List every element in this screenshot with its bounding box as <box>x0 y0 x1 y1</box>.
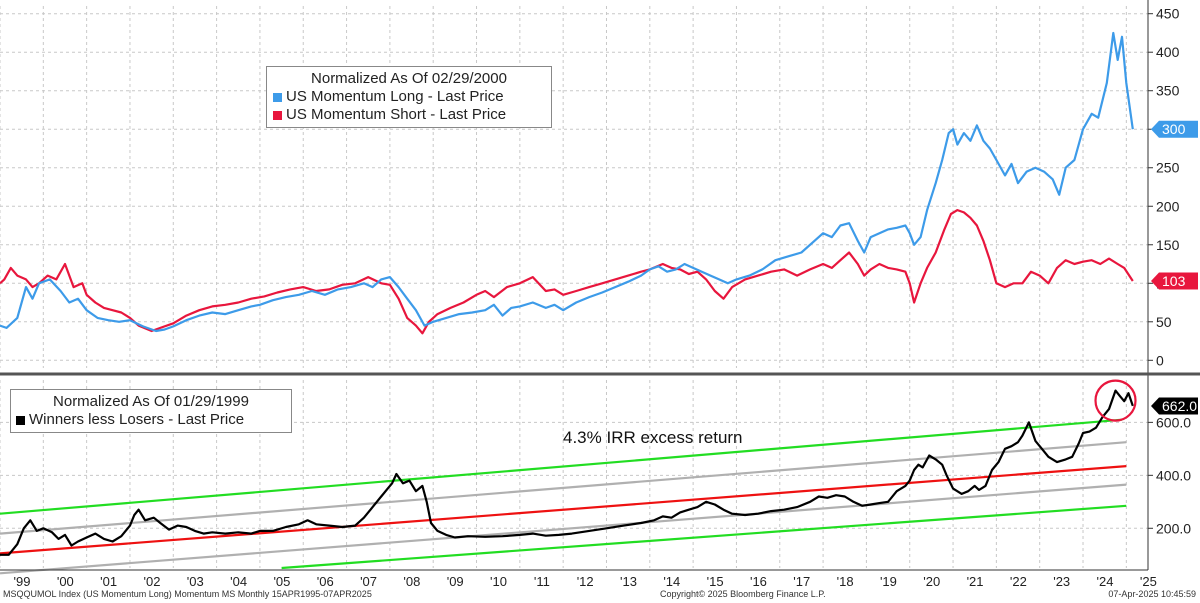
top-y-tick-label: 400 <box>1156 44 1180 60</box>
x-tick-label: '08 <box>403 574 420 589</box>
band-line-lower-band <box>281 504 1127 570</box>
x-tick-label: '13 <box>620 574 637 589</box>
short-last-value-tag-label: 103 <box>1162 273 1186 289</box>
series-line-us-momentum-short <box>0 209 1134 335</box>
x-tick-label: '11 <box>534 574 550 589</box>
top-series <box>0 31 1134 335</box>
x-tick-label: '20 <box>923 574 940 589</box>
legend-swatch-wml <box>16 415 25 425</box>
x-tick-label: '01 <box>100 574 117 589</box>
axes: '99 '00 '01 '02 '03 '04 '05 '06 '07 '08 '09 '10 '11 '… <box>0 0 1200 589</box>
x-tick-label: '15 <box>707 574 724 589</box>
top-y-tick-label: 50 <box>1156 314 1172 330</box>
x-tick-label: '03 <box>187 574 204 589</box>
bottom-y-tick-label: 400.0 <box>1156 467 1191 483</box>
top-y-tick-label: 0 <box>1156 352 1164 368</box>
short-last-value-tag-bg <box>1151 272 1198 290</box>
legend-swatch-long <box>273 92 282 102</box>
legend-entry-wml: Winners less Losers - Last Price <box>16 411 286 429</box>
x-tick-label: '09 <box>447 574 464 589</box>
wml-last-value-tag-bg <box>1151 397 1198 415</box>
peak-highlight-circle <box>1094 379 1137 422</box>
legend-label-short: US Momentum Short - Last Price <box>286 106 507 123</box>
bottom-y-tick-label: 200.0 <box>1156 520 1191 536</box>
bottom-legend: Normalized As Of 01/29/1999 Winners less… <box>10 389 292 433</box>
top-legend: Normalized As Of 02/29/2000 US Momentum … <box>266 66 552 128</box>
long-last-value-tag-bg <box>1151 120 1198 138</box>
series-line-winners-less-losers <box>0 389 1134 556</box>
x-tick-label: '05 <box>273 574 290 589</box>
x-tick-label: '24 <box>1097 574 1114 589</box>
footer-left: MSQQUMOL Index (US Momentum Long) Moment… <box>3 589 372 599</box>
bottom-series <box>0 379 1137 575</box>
x-tick-label: '16 <box>750 574 767 589</box>
top-y-tick-label: 350 <box>1156 83 1180 99</box>
top-y-tick-label: 250 <box>1156 160 1180 176</box>
footer-center: Copyright© 2025 Bloomberg Finance L.P. <box>660 589 826 599</box>
top-y-tick-label: 150 <box>1156 237 1180 253</box>
x-tick-label: '07 <box>360 574 377 589</box>
x-tick-label: '21 <box>967 574 984 589</box>
legend-entry-long: US Momentum Long - Last Price <box>273 88 545 106</box>
x-tick-label: '10 <box>490 574 507 589</box>
band-line-lower-mid-band <box>0 483 1127 575</box>
x-tick-label: '12 <box>577 574 594 589</box>
top-y-tick-label: 450 <box>1156 6 1180 22</box>
x-tick-label: '14 <box>663 574 680 589</box>
band-line-trend <box>0 465 1127 555</box>
legend-label-wml: Winners less Losers - Last Price <box>29 411 245 428</box>
tags: 300 103 662.0 <box>1151 120 1198 415</box>
x-tick-label: '25 <box>1140 574 1157 589</box>
band-line-upper-mid-band <box>0 441 1127 535</box>
x-tick-label: '06 <box>317 574 334 589</box>
bottom-y-tick-label: 600.0 <box>1156 414 1191 430</box>
x-tick-label: '19 <box>880 574 897 589</box>
x-tick-label: '22 <box>1010 574 1027 589</box>
legend-swatch-short <box>273 110 282 120</box>
top-grid <box>0 6 1148 368</box>
x-tick-label: '04 <box>230 574 247 589</box>
x-tick-label: '00 <box>57 574 74 589</box>
top-y-tick-label: 200 <box>1156 198 1180 214</box>
irr-annotation: 4.3% IRR excess return <box>563 428 743 447</box>
footer-right: 07-Apr-2025 10:45:59 <box>1108 589 1196 599</box>
legend-entry-short: US Momentum Short - Last Price <box>273 106 545 124</box>
x-tick-label: '23 <box>1053 574 1070 589</box>
band-line-upper-band <box>0 418 1123 515</box>
long-last-value-tag-label: 300 <box>1162 121 1186 137</box>
wml-last-value-tag-label: 662.0 <box>1162 398 1197 414</box>
top-legend-title: Normalized As Of 02/29/2000 <box>311 70 507 87</box>
series-line-us-momentum-long <box>0 31 1134 333</box>
bottom-legend-title: Normalized As Of 01/29/1999 <box>53 393 249 410</box>
legend-label-long: US Momentum Long - Last Price <box>286 88 504 105</box>
x-tick-label: '99 <box>14 574 31 589</box>
x-tick-label: '02 <box>143 574 160 589</box>
x-tick-label: '18 <box>837 574 854 589</box>
x-tick-label: '17 <box>793 574 810 589</box>
